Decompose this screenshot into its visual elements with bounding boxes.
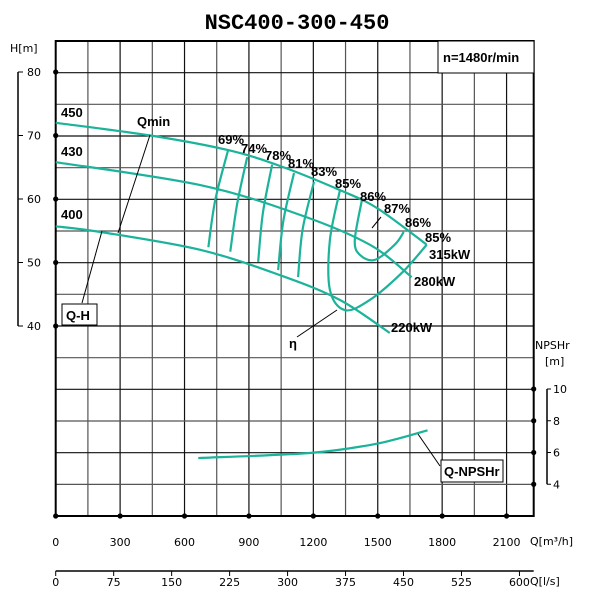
efficiency-curve: [277, 172, 296, 271]
chart-title: NSC400-300-450: [205, 11, 390, 36]
power-label-280: 280kW: [414, 274, 456, 289]
x-tick-dot: [310, 513, 316, 519]
y2-axis-unit: [m]: [545, 355, 564, 368]
y2-axis-label: NPSHr: [535, 339, 570, 352]
y-tick-label: 50: [27, 257, 41, 270]
eff-label: 83%: [311, 164, 337, 179]
curves: [55, 121, 428, 460]
curve-label-450: 450: [61, 105, 83, 120]
qh-label: Q-H: [66, 308, 90, 323]
eff-label: 74%: [241, 141, 267, 156]
y-tick-dot: [53, 259, 59, 266]
y2-tick-label: 8: [553, 415, 560, 428]
y-tick-label: 70: [27, 130, 41, 143]
eff-label: 81%: [288, 156, 314, 171]
y2-tick-label: 6: [553, 447, 560, 460]
qh-label-box: [61, 303, 98, 326]
head-curve-400: [55, 225, 391, 334]
speed-label-box: [437, 40, 535, 74]
x-tick-dot: [53, 513, 59, 519]
npsh-curve: [198, 429, 428, 460]
x2-tick-label: 75: [107, 576, 121, 589]
eta-label: η: [289, 336, 297, 351]
curve-label-400: 400: [61, 207, 83, 222]
eff-label: 85%: [335, 176, 361, 191]
y-tick-dot: [53, 323, 59, 329]
y-tick-label: 40: [27, 320, 41, 333]
x-tick-label: 2100: [493, 536, 521, 549]
x2-axis-label: Q[l/s]: [530, 575, 560, 588]
x2-tick-label: 300: [277, 576, 298, 589]
eff-label: 86%: [360, 189, 386, 204]
y-tick-dot: [53, 132, 59, 139]
x2-tick-label: 225: [219, 576, 240, 589]
head-curve-430: [55, 161, 413, 278]
x-tick-label: 900: [238, 536, 259, 549]
x-tick-dot: [246, 513, 252, 519]
x-axis-label: Q[m³/h]: [530, 535, 573, 548]
y-tick-dot: [53, 196, 59, 202]
x-tick-label: 1800: [428, 536, 456, 549]
power-label-315: 315kW: [429, 247, 471, 262]
x2-tick-label: 450: [393, 576, 414, 589]
y-tick-dot: [53, 69, 59, 75]
eff-label: 86%: [405, 215, 431, 230]
x-tick-label: 1200: [299, 536, 327, 549]
qmin-leader: [117, 134, 151, 234]
curve-label-430: 430: [61, 144, 83, 159]
x-tick-dot: [439, 513, 445, 519]
y-tick-label: 80: [27, 66, 41, 79]
x-tick-dot: [117, 513, 123, 519]
eff-label: 78%: [265, 148, 291, 163]
power-label-220: 220kW: [391, 320, 433, 335]
x2-tick-label: 150: [161, 576, 182, 589]
qnpsh-label: Q-NPSHr: [444, 464, 500, 479]
x-tick-dot: [181, 513, 188, 519]
x-tick-label: 0: [52, 536, 59, 549]
y2-tick-label: 10: [553, 383, 567, 396]
y2-tick-label: 4: [553, 478, 560, 491]
grid: [55, 41, 534, 516]
x-tick-label: 300: [110, 536, 131, 549]
y-axis-label: H[m]: [10, 42, 38, 55]
efficiency-curve: [327, 189, 428, 312]
x-tick-dot: [503, 513, 510, 519]
y2-tick-dot: [531, 418, 537, 424]
y-tick-label: 60: [27, 193, 41, 206]
efficiency-curve: [353, 200, 405, 262]
efficiency-curve: [297, 181, 316, 278]
x-tick-dot: [375, 513, 381, 519]
plot-border: [54, 40, 535, 517]
qmin-label: Qmin: [137, 114, 170, 129]
x2-tick-label: 525: [451, 576, 472, 589]
x2-tick-label: 375: [335, 576, 356, 589]
x-tick-label: 1500: [364, 536, 392, 549]
efficiency-curve: [207, 149, 230, 248]
qh-leader: [81, 230, 103, 304]
efficiency-curve: [229, 156, 249, 252]
y2-tick-dot: [531, 449, 537, 456]
head-curve-450: [55, 121, 428, 246]
x-tick-label: 600: [174, 536, 195, 549]
eff87-leader: [371, 216, 382, 229]
y2-tick-dot: [531, 481, 537, 487]
x2-tick-label: 0: [52, 576, 59, 589]
eff-label: 85%: [425, 230, 451, 245]
speed-label: n=1480r/min: [443, 50, 519, 65]
npsh-leader: [417, 433, 441, 467]
eff-label: 87%: [384, 201, 410, 216]
qnpsh-label-box: [440, 459, 504, 483]
efficiency-curve: [257, 164, 274, 262]
eta-leader: [296, 309, 338, 338]
y2-tick-dot: [531, 386, 537, 392]
eff-label: 69%: [218, 132, 244, 147]
x2-tick-label: 600: [509, 576, 530, 589]
